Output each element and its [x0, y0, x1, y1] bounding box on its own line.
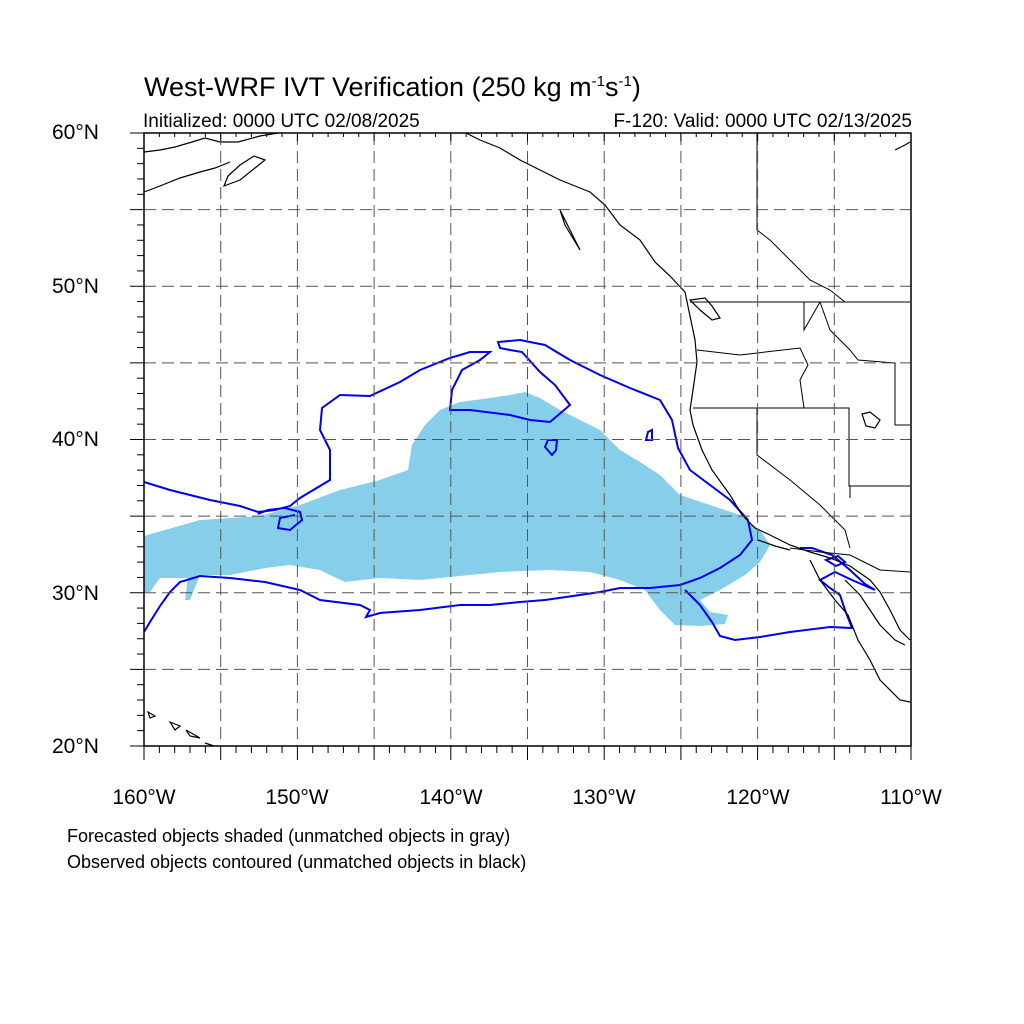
- observed-ivt-contour: [684, 547, 876, 642]
- political-boundaries: [690, 133, 911, 573]
- lat-label-20n: 20°N: [52, 735, 99, 758]
- axis-ticks: [130, 132, 912, 760]
- observed-ivt-contour: [644, 428, 653, 441]
- lon-label-150w: 150°W: [265, 786, 329, 809]
- observed-ivt-contour: [143, 338, 754, 633]
- lat-label-50n: 50°N: [52, 275, 99, 298]
- lat-label-60n: 60°N: [52, 121, 99, 144]
- map-title: West-WRF IVT Verification (250 kg m-1s-1…: [144, 72, 641, 102]
- lon-label-120w: 120°W: [726, 786, 790, 809]
- lon-label-160w: 160°W: [112, 786, 176, 809]
- observed-ivt-contour: [257, 506, 304, 532]
- lat-label-30n: 30°N: [52, 582, 99, 605]
- lon-label-140w: 140°W: [419, 786, 483, 809]
- forecast-ivt-object: [144, 392, 770, 626]
- graticule: [144, 133, 911, 746]
- lon-label-130w: 130°W: [572, 786, 636, 809]
- valid-time-label: F-120: Valid: 0000 UTC 02/13/2025: [613, 111, 912, 132]
- lon-label-110w: 110°W: [880, 786, 942, 809]
- lat-label-40n: 40°N: [52, 428, 99, 451]
- init-time-label: Initialized: 0000 UTC 02/08/2025: [143, 111, 420, 132]
- forecast-note: Forecasted objects shaded (unmatched obj…: [67, 826, 511, 846]
- coastlines: [143, 132, 911, 747]
- observed-ivt-contour: [543, 439, 559, 457]
- observed-note: Observed objects contoured (unmatched ob…: [67, 852, 527, 872]
